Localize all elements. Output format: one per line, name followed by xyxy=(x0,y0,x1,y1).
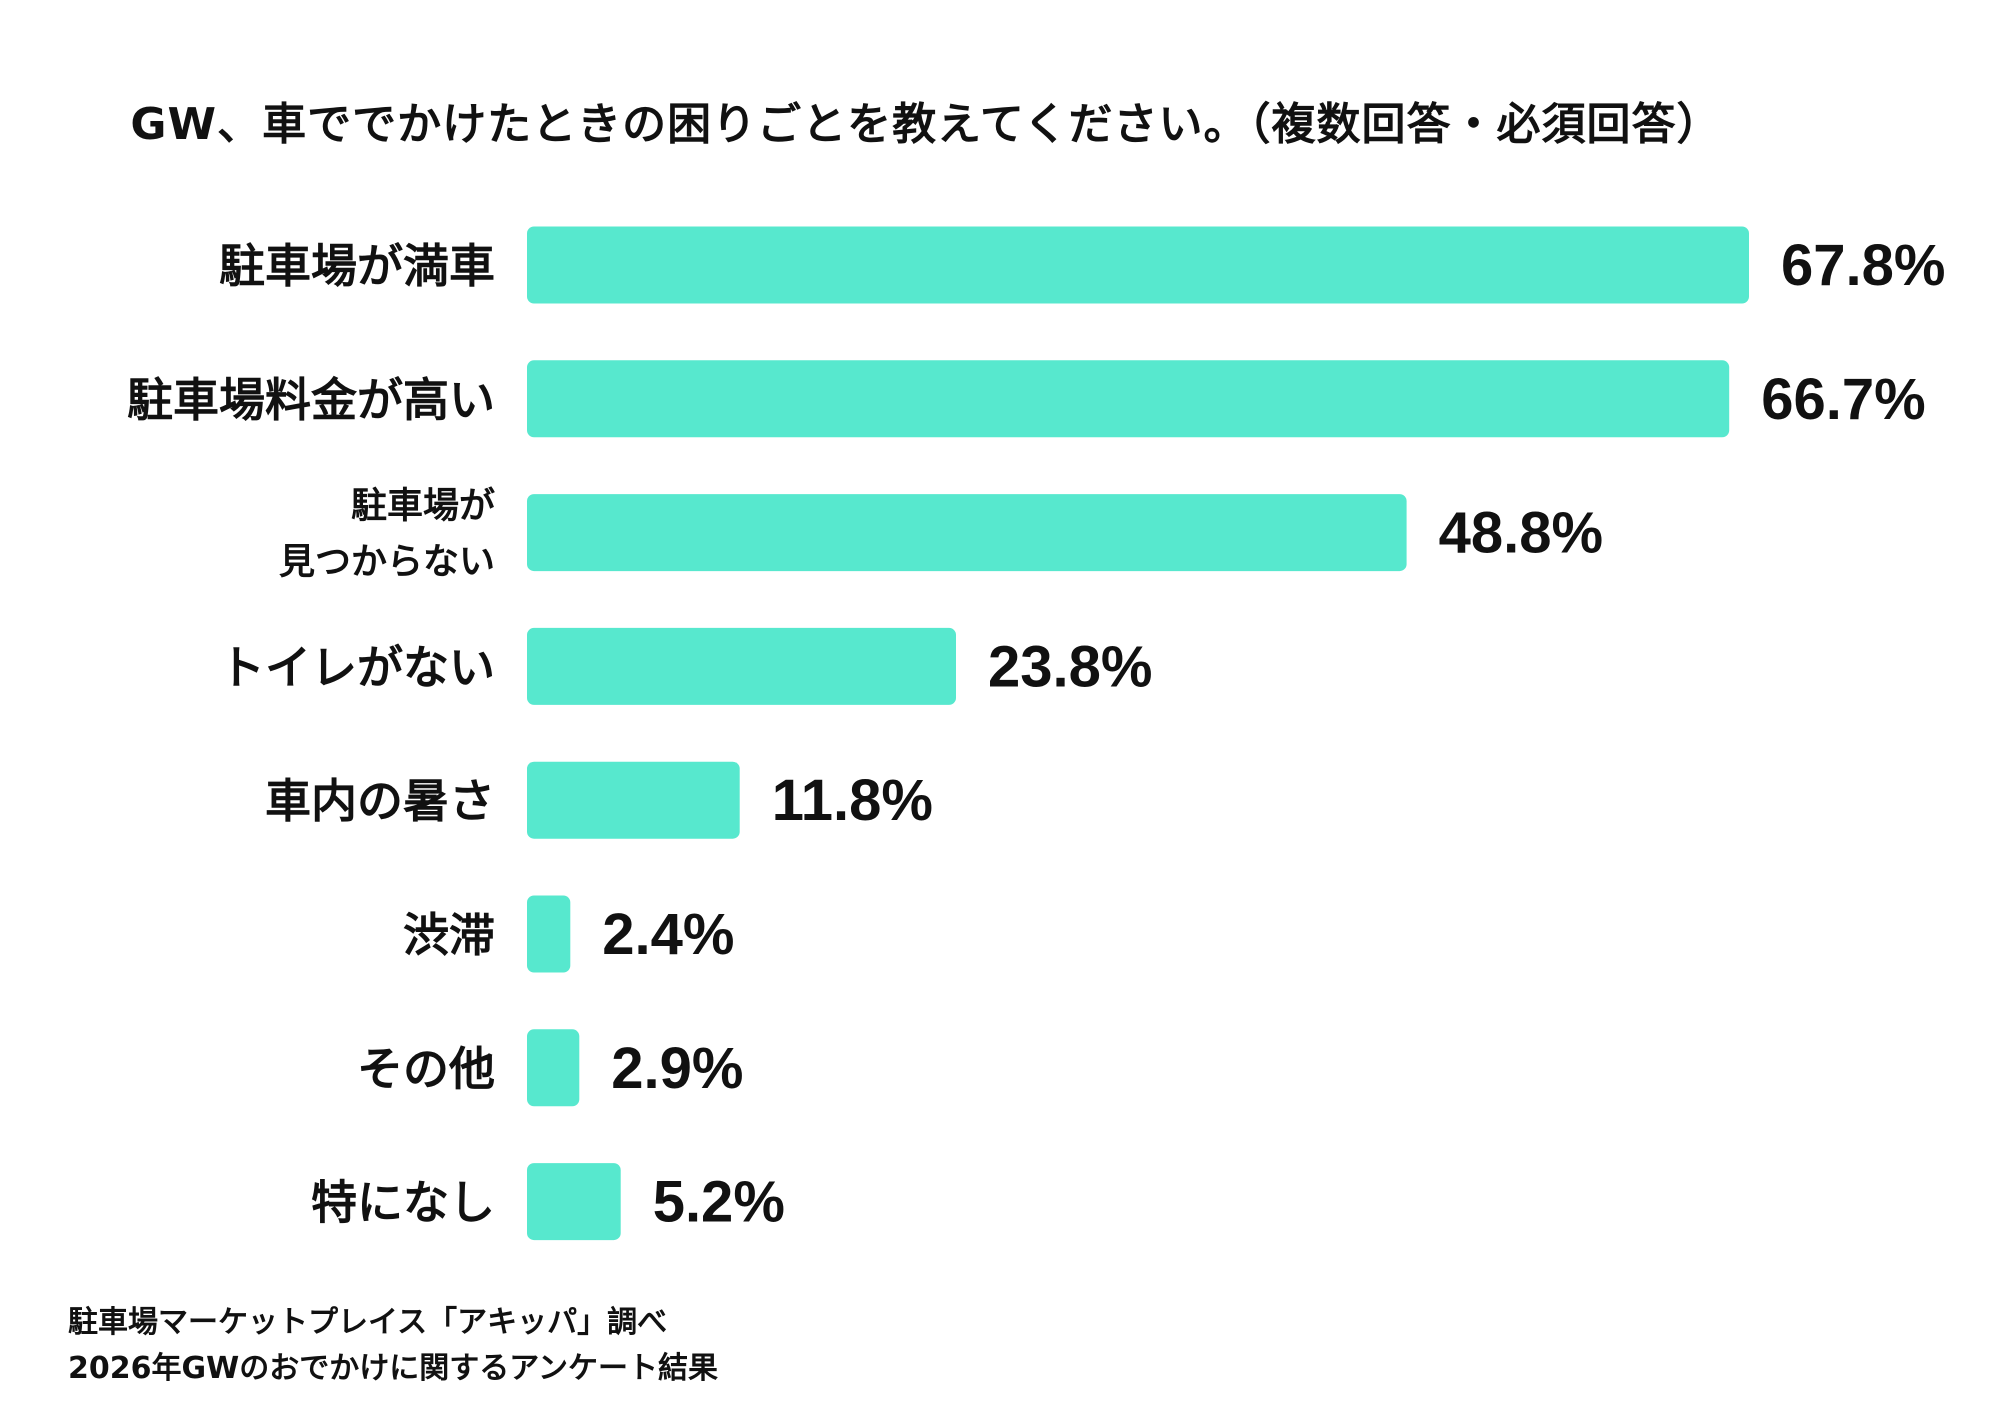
source-line-1: 駐車場マーケットプレイス「アキッパ」調べ xyxy=(68,1305,668,1340)
category-label-4: 車内の暑さ xyxy=(265,774,495,828)
bar-2 xyxy=(527,494,1407,572)
category-label-3: トイレがない xyxy=(219,640,495,694)
value-label-4: 11.8% xyxy=(772,768,933,833)
category-label-2: 駐車場が見つからない xyxy=(279,486,495,583)
bar-1 xyxy=(527,360,1730,438)
category-label-0: 駐車場が満車 xyxy=(219,239,495,293)
chart-title: GW、車ででかけたときの困りごとを教えてください。（複数回答・必須回答） xyxy=(130,99,1722,150)
bar-3 xyxy=(527,627,956,705)
bar-4 xyxy=(527,761,740,839)
value-label-2: 48.8% xyxy=(1439,501,1603,566)
value-label-5: 2.4% xyxy=(602,902,734,967)
bar-0 xyxy=(527,226,1749,304)
value-label-3: 23.8% xyxy=(988,634,1152,699)
category-label-1: 駐車場料金が高い xyxy=(127,373,495,427)
source-note: 駐車場マーケットプレイス「アキッパ」調べ 2026年GWのおでかけに関するアンケ… xyxy=(68,1300,718,1392)
category-label-7: 特になし xyxy=(311,1176,495,1230)
value-label-1: 66.7% xyxy=(1761,367,1925,432)
bar-7 xyxy=(527,1163,621,1241)
value-label-0: 67.8% xyxy=(1781,233,1945,298)
category-label-5: 渋滞 xyxy=(403,908,495,962)
category-label-2-line-1: 見つからない xyxy=(279,542,495,583)
category-label-6: その他 xyxy=(357,1042,495,1096)
bar-5 xyxy=(527,895,571,973)
source-line-2: 2026年GWのおでかけに関するアンケート結果 xyxy=(68,1351,719,1386)
category-label-2-line-0: 駐車場が xyxy=(351,486,495,527)
value-label-7: 5.2% xyxy=(653,1170,785,1235)
bar-6 xyxy=(527,1029,580,1107)
value-label-6: 2.9% xyxy=(611,1036,743,1101)
